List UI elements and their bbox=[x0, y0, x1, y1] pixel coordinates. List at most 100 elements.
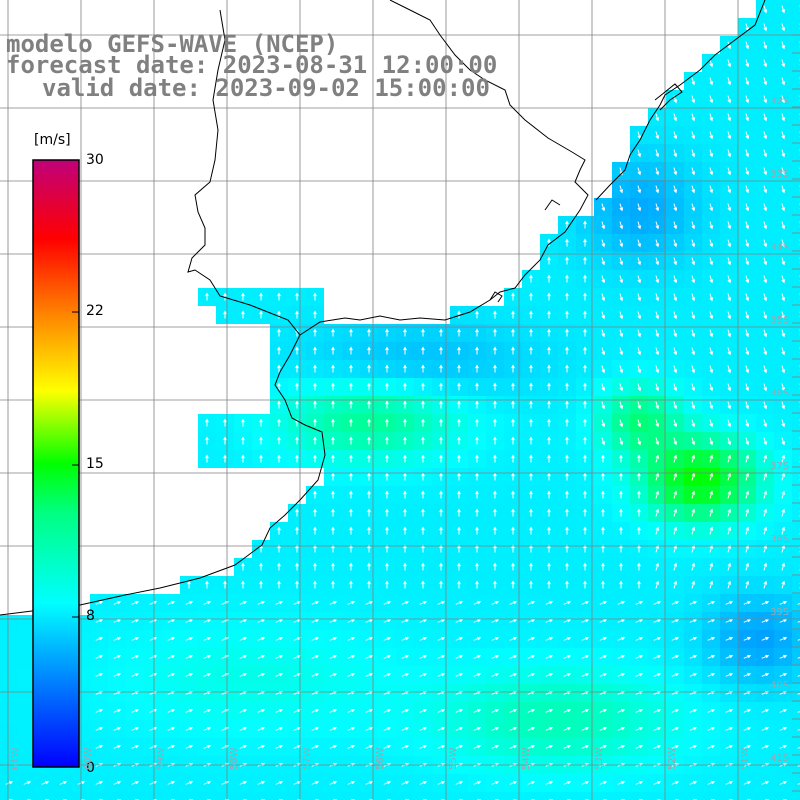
wind-vector-arrow bbox=[419, 672, 428, 677]
wind-vector-arrow bbox=[311, 780, 320, 785]
wind-vector-arrow bbox=[295, 508, 299, 517]
wind-vector-arrow bbox=[277, 364, 281, 373]
wind-vector-arrow bbox=[655, 562, 660, 571]
wind-speed-cell bbox=[36, 792, 54, 800]
wind-vector-arrow bbox=[709, 131, 714, 140]
wind-vector-arrow bbox=[709, 508, 714, 517]
wind-vector-arrow bbox=[797, 674, 800, 677]
wind-vector-arrow bbox=[295, 382, 299, 391]
wind-vector-arrow bbox=[329, 672, 338, 677]
wind-vector-arrow bbox=[707, 654, 716, 659]
wind-vector-arrow bbox=[619, 293, 624, 302]
wind-vector-arrow bbox=[655, 437, 660, 446]
wind-vector-arrow bbox=[655, 490, 660, 499]
wind-vector-arrow bbox=[367, 436, 371, 445]
wind-vector-arrow bbox=[529, 436, 533, 445]
wind-speed-cell bbox=[630, 792, 648, 800]
wind-vector-arrow bbox=[529, 562, 533, 571]
wind-vector-arrow bbox=[655, 454, 660, 463]
wind-speed-cell bbox=[216, 792, 234, 800]
wind-vector-arrow bbox=[709, 401, 714, 410]
wind-vector-arrow bbox=[511, 544, 515, 553]
wind-vector-arrow bbox=[781, 239, 786, 248]
wind-vector-arrow bbox=[707, 636, 716, 641]
wind-vector-arrow bbox=[493, 310, 497, 319]
wind-vector-arrow bbox=[313, 490, 317, 499]
wind-vector-arrow bbox=[113, 636, 122, 641]
wind-vector-arrow bbox=[547, 364, 551, 373]
wind-vector-arrow bbox=[761, 654, 770, 659]
wind-speed-cell bbox=[792, 324, 800, 342]
wind-speed-cell bbox=[720, 792, 738, 800]
wind-speed-cell bbox=[90, 792, 108, 800]
wind-vector-arrow bbox=[457, 400, 461, 409]
wind-vector-arrow bbox=[439, 436, 443, 445]
wind-vector-arrow bbox=[475, 364, 479, 373]
wind-vector-arrow bbox=[745, 95, 750, 104]
wind-vector-arrow bbox=[745, 185, 750, 194]
wind-vector-arrow bbox=[601, 562, 605, 571]
wind-vector-arrow bbox=[367, 580, 371, 589]
wind-vector-arrow bbox=[779, 708, 788, 713]
wind-vector-arrow bbox=[511, 382, 515, 391]
wind-vector-arrow bbox=[727, 311, 732, 320]
wind-vector-arrow bbox=[727, 508, 732, 517]
wind-vector-arrow bbox=[527, 654, 536, 659]
wind-vector-arrow bbox=[581, 726, 590, 731]
wind-vector-arrow bbox=[113, 726, 122, 731]
wind-speed-cell bbox=[792, 648, 800, 666]
colorbar-tick-label: 15 bbox=[86, 456, 104, 472]
wind-vector-arrow bbox=[781, 365, 786, 374]
wind-vector-arrow bbox=[205, 580, 209, 589]
wind-vector-arrow bbox=[385, 454, 389, 463]
wind-vector-arrow bbox=[619, 239, 624, 248]
wind-vector-arrow bbox=[167, 636, 176, 641]
wind-vector-arrow bbox=[619, 203, 624, 212]
wind-vector-arrow bbox=[493, 490, 497, 499]
wind-vector-arrow bbox=[709, 275, 714, 284]
wind-vector-arrow bbox=[565, 274, 569, 283]
wind-vector-arrow bbox=[313, 562, 317, 571]
wind-speed-cell bbox=[792, 522, 800, 540]
wind-vector-arrow bbox=[763, 580, 768, 589]
wind-vector-arrow bbox=[781, 149, 786, 158]
wind-vector-arrow bbox=[637, 185, 642, 194]
wind-vector-arrow bbox=[745, 347, 750, 356]
wind-vector-arrow bbox=[277, 382, 281, 391]
wind-vector-arrow bbox=[691, 221, 696, 230]
wind-vector-arrow bbox=[527, 726, 536, 731]
lat-label: 41S bbox=[770, 753, 790, 764]
wind-speed-cell bbox=[792, 720, 800, 738]
wind-speed-cell bbox=[792, 0, 800, 18]
wind-vector-arrow bbox=[439, 472, 443, 481]
wind-vector-arrow bbox=[313, 328, 317, 337]
wind-vector-arrow bbox=[547, 256, 551, 265]
wind-speed-cell bbox=[504, 792, 522, 800]
wind-vector-arrow bbox=[491, 618, 500, 623]
wind-vector-arrow bbox=[493, 454, 497, 463]
wind-vector-arrow bbox=[745, 580, 750, 589]
wind-vector-arrow bbox=[707, 780, 716, 785]
wind-vector-arrow bbox=[401, 672, 410, 677]
wind-vector-arrow bbox=[403, 508, 407, 517]
wind-vector-arrow bbox=[385, 418, 389, 427]
wind-vector-arrow bbox=[349, 562, 353, 571]
wind-vector-arrow bbox=[763, 383, 768, 392]
wind-vector-arrow bbox=[797, 638, 800, 641]
wind-vector-arrow bbox=[349, 364, 353, 373]
wind-vector-arrow bbox=[727, 437, 732, 446]
wind-vector-arrow bbox=[311, 618, 320, 623]
wind-vector-arrow bbox=[673, 113, 678, 122]
wind-vector-arrow bbox=[619, 526, 623, 535]
wind-vector-arrow bbox=[403, 490, 407, 499]
wind-vector-arrow bbox=[455, 600, 464, 605]
wind-vector-arrow bbox=[617, 744, 626, 749]
wind-vector-arrow bbox=[313, 544, 317, 553]
wind-vector-arrow bbox=[709, 437, 714, 446]
wind-vector-arrow bbox=[617, 618, 626, 623]
wind-speed-cell bbox=[792, 702, 800, 720]
wind-vector-arrow bbox=[673, 419, 678, 428]
wind-speed-cell bbox=[252, 792, 270, 800]
wind-vector-arrow bbox=[781, 437, 786, 446]
wind-vector-arrow bbox=[763, 257, 768, 266]
